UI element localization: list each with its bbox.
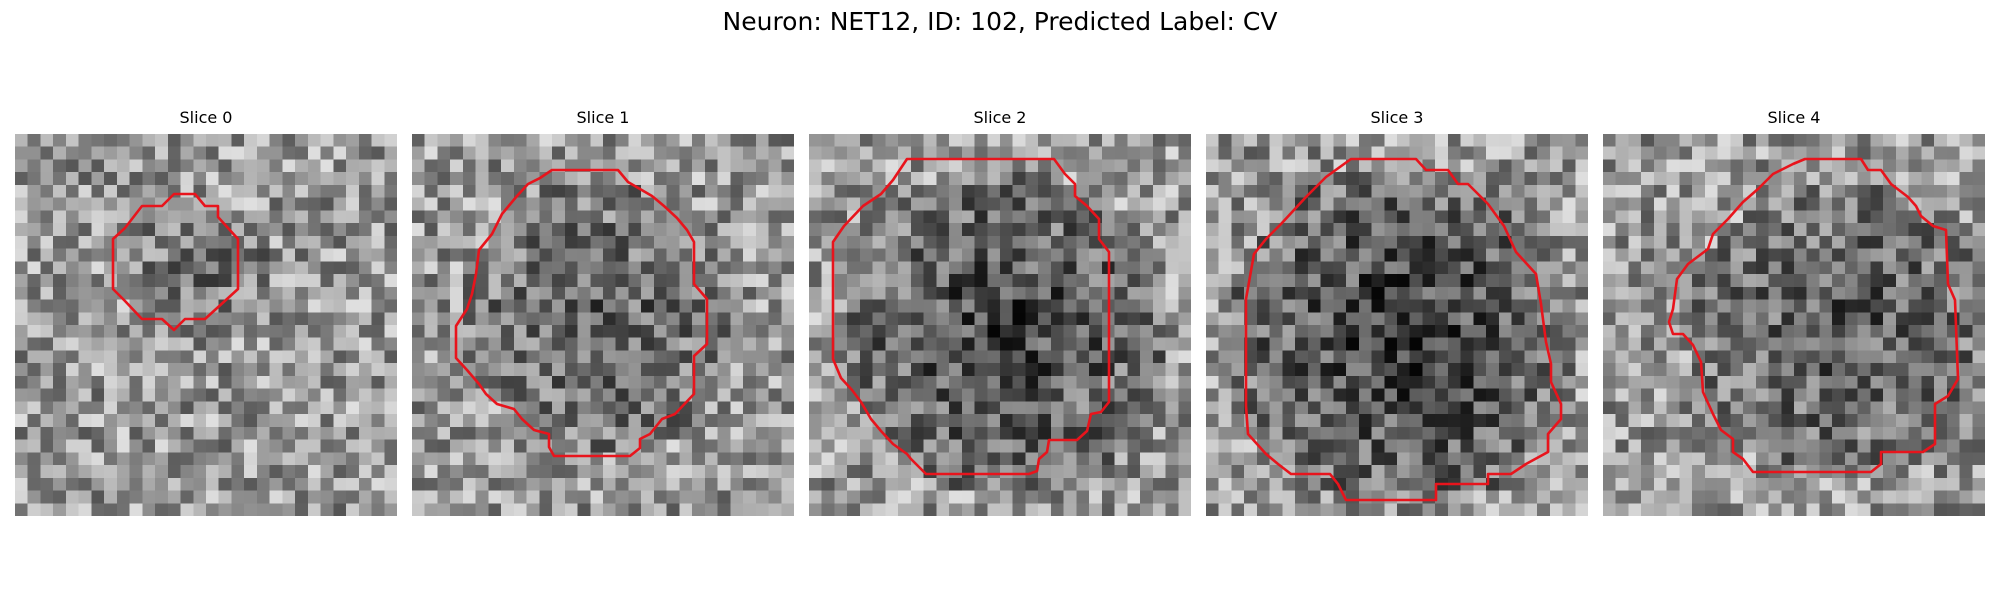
slice-panel-0: Slice 0 (15, 108, 397, 516)
slice-panel-4: Slice 4 (1603, 108, 1985, 516)
slice-title: Slice 4 (1767, 108, 1821, 127)
slice-title: Slice 3 (1370, 108, 1424, 127)
slice-image (1206, 134, 1588, 516)
slice-image (809, 134, 1191, 516)
roi-contour (111, 192, 240, 332)
roi-contour-overlay (1244, 157, 1563, 502)
roi-contour-overlay (831, 157, 1111, 476)
slice-title: Slice 0 (179, 108, 233, 127)
slice-panel-2: Slice 2 (809, 108, 1191, 516)
slice-panel-3: Slice 3 (1206, 108, 1588, 516)
roi-contour-overlay (1667, 157, 1960, 474)
grayscale-patch (412, 134, 794, 516)
slice-title: Slice 2 (973, 108, 1027, 127)
roi-contour-overlay (111, 192, 240, 332)
slice-image (412, 134, 794, 516)
slice-image (15, 134, 397, 516)
grayscale-patch (1206, 134, 1588, 516)
roi-contour (831, 157, 1111, 476)
slice-image (1603, 134, 1985, 516)
slice-title: Slice 1 (576, 108, 630, 127)
roi-contour-overlay (454, 168, 709, 458)
roi-contour (454, 168, 709, 458)
roi-contour (1244, 157, 1563, 502)
figure-title: Neuron: NET12, ID: 102, Predicted Label:… (722, 7, 1278, 36)
grayscale-patch (15, 134, 397, 516)
grayscale-patch (809, 134, 1191, 516)
slice-panel-1: Slice 1 (412, 108, 794, 516)
roi-contour (1667, 157, 1960, 474)
